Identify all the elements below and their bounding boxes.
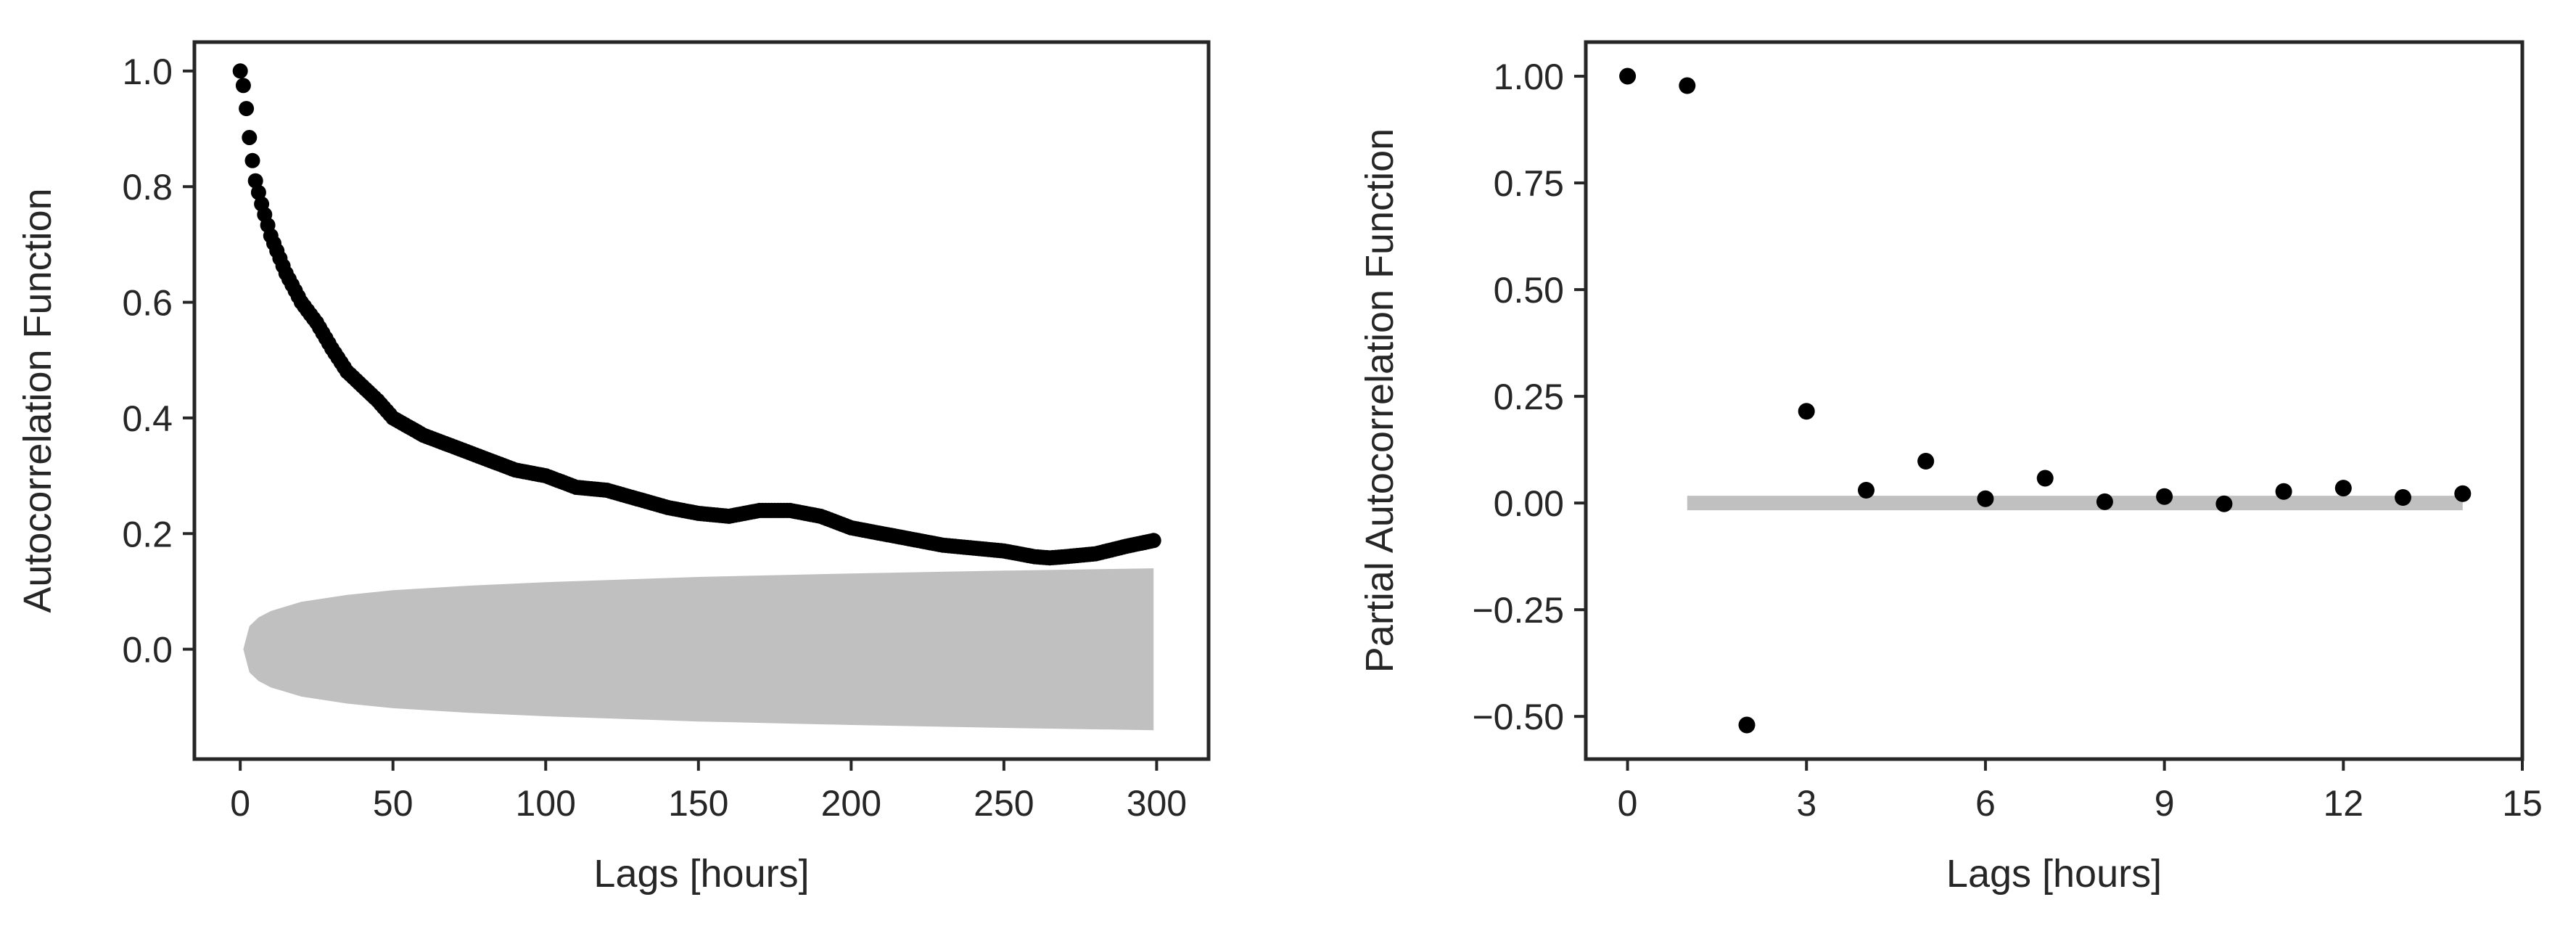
y-axis-label: Autocorrelation Function — [16, 188, 59, 612]
data-point — [1858, 482, 1875, 499]
data-point — [250, 184, 266, 200]
x-tick-label: 12 — [2323, 783, 2363, 824]
x-axis-label: Lags [hours] — [593, 852, 809, 896]
y-tick-label: 0.75 — [1494, 163, 1564, 204]
data-point — [1917, 453, 1935, 470]
data-point — [2215, 495, 2233, 512]
y-tick-label: 0.0 — [122, 630, 173, 671]
data-point — [2096, 493, 2113, 510]
series-points — [1619, 67, 2472, 734]
x-tick-label: 50 — [373, 783, 413, 824]
y-axis-label: Partial Autocorrelation Function — [1358, 128, 1402, 673]
x-tick-label: 6 — [1975, 783, 1996, 824]
data-point — [1145, 533, 1161, 549]
confidence-band — [243, 568, 1154, 731]
data-point — [244, 152, 260, 168]
y-tick-label: 0.50 — [1494, 270, 1564, 311]
y-tick-label: −0.25 — [1472, 590, 1564, 631]
data-point — [239, 101, 255, 117]
x-tick-label: 100 — [516, 783, 576, 824]
y-tick-label: 1.00 — [1494, 57, 1564, 97]
data-point — [235, 78, 251, 94]
data-point — [1977, 490, 1994, 507]
data-point — [2275, 483, 2292, 500]
data-point — [1619, 67, 1637, 85]
data-point — [2334, 480, 2352, 497]
y-tick-label: 0.8 — [122, 167, 173, 208]
y-tick-label: 0.4 — [122, 398, 173, 439]
data-point — [232, 63, 248, 79]
x-tick-label: 150 — [668, 783, 728, 824]
series-points — [232, 63, 1161, 566]
x-tick-label: 250 — [974, 783, 1034, 824]
data-point — [1679, 77, 1696, 94]
data-point — [2395, 489, 2411, 506]
x-axis: 0 3 6 9 12 15 — [1618, 759, 2543, 824]
y-tick-label: 0.00 — [1494, 483, 1564, 524]
y-axis: −0.50 −0.25 0.00 0.25 0.50 0.75 1.00 — [1472, 57, 1586, 737]
y-tick-label: 0.2 — [122, 514, 173, 554]
x-tick-label: 300 — [1127, 783, 1187, 824]
data-point — [242, 130, 258, 145]
acf-plot: 0 50 100 150 200 250 300 0.0 0.2 0.4 0.6 0.8 1.0 Lags… — [16, 40, 1211, 896]
x-tick-label: 0 — [230, 783, 250, 824]
x-tick-label: 15 — [2502, 783, 2543, 824]
x-tick-label: 200 — [821, 783, 881, 824]
y-tick-label: −0.50 — [1472, 697, 1564, 737]
x-tick-label: 3 — [1796, 783, 1816, 824]
data-point — [1798, 403, 1815, 420]
y-tick-label: 0.6 — [122, 283, 173, 324]
x-axis: 0 50 100 150 200 250 300 — [230, 759, 1187, 824]
x-tick-label: 9 — [2155, 783, 2175, 824]
data-point — [2156, 488, 2173, 505]
y-tick-label: 0.25 — [1494, 377, 1564, 417]
axes-frame — [192, 40, 1211, 761]
data-point — [247, 173, 263, 189]
x-tick-label: 0 — [1618, 783, 1638, 824]
data-point — [2036, 470, 2054, 487]
confidence-band — [1687, 496, 2463, 511]
pacf-plot: 0 3 6 9 12 15 −0.50 −0.25 0.00 0.25 0.50 0.75 1.00 La… — [1358, 40, 2543, 896]
data-point — [2454, 485, 2472, 502]
data-point — [1738, 716, 1756, 734]
y-tick-label: 1.0 — [122, 52, 173, 92]
axes-frame — [1584, 40, 2524, 761]
x-axis-label: Lags [hours] — [1946, 852, 2162, 896]
y-axis: 0.0 0.2 0.4 0.6 0.8 1.0 — [122, 52, 194, 671]
